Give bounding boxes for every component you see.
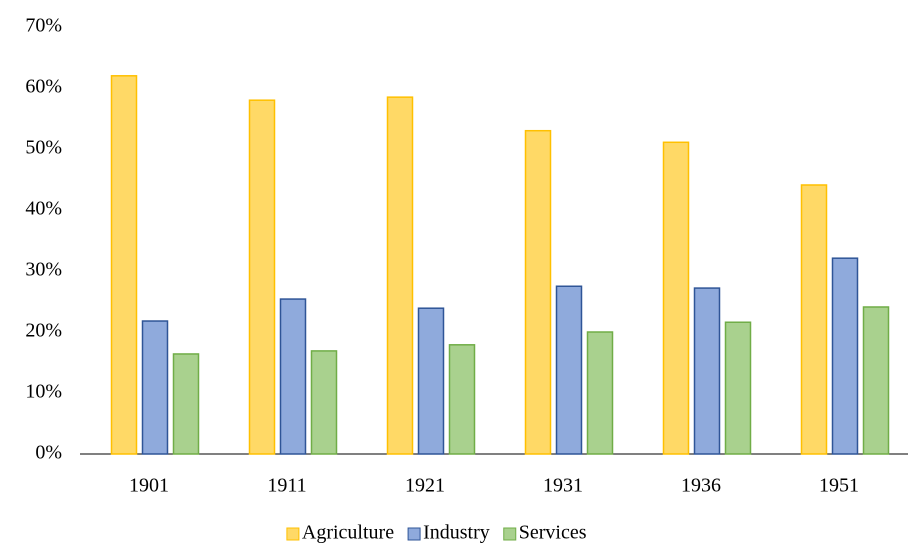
- x-tick-label: 1921: [405, 475, 445, 497]
- x-tick-label: 1936: [681, 475, 721, 497]
- x-tick-label: 1951: [819, 475, 859, 497]
- y-tick-label: 20%: [25, 320, 62, 342]
- y-tick-label: 60%: [25, 76, 62, 98]
- bar: [248, 99, 276, 455]
- bar: [724, 321, 752, 455]
- bar: [386, 96, 414, 455]
- bar: [662, 141, 690, 455]
- bar: [141, 320, 169, 455]
- bar: [448, 344, 476, 455]
- legend-label: Industry: [423, 522, 490, 544]
- bar: [862, 306, 890, 455]
- bar: [555, 285, 583, 455]
- y-tick-label: 0%: [35, 442, 62, 464]
- bar: [172, 353, 200, 455]
- legend-label: Agriculture: [302, 522, 394, 544]
- bar: [693, 287, 721, 455]
- y-tick-label: 70%: [25, 15, 62, 37]
- x-tick-label: 1911: [267, 475, 306, 497]
- legend-label: Services: [519, 522, 587, 544]
- legend-swatch: [503, 527, 517, 541]
- bar: [800, 184, 828, 455]
- bar: [310, 350, 338, 455]
- bar: [586, 331, 614, 455]
- y-tick-label: 30%: [25, 259, 62, 281]
- y-tick-label: 40%: [25, 198, 62, 220]
- bar: [417, 307, 445, 455]
- x-tick-label: 1901: [129, 475, 169, 497]
- y-tick-label: 10%: [25, 381, 62, 403]
- bar: [831, 257, 859, 455]
- bar: [524, 129, 552, 455]
- x-tick-label: 1931: [543, 475, 583, 497]
- y-tick-label: 50%: [25, 137, 62, 159]
- bar: [110, 75, 138, 455]
- legend-swatch: [407, 527, 421, 541]
- legend-swatch: [286, 527, 300, 541]
- bar: [279, 298, 307, 455]
